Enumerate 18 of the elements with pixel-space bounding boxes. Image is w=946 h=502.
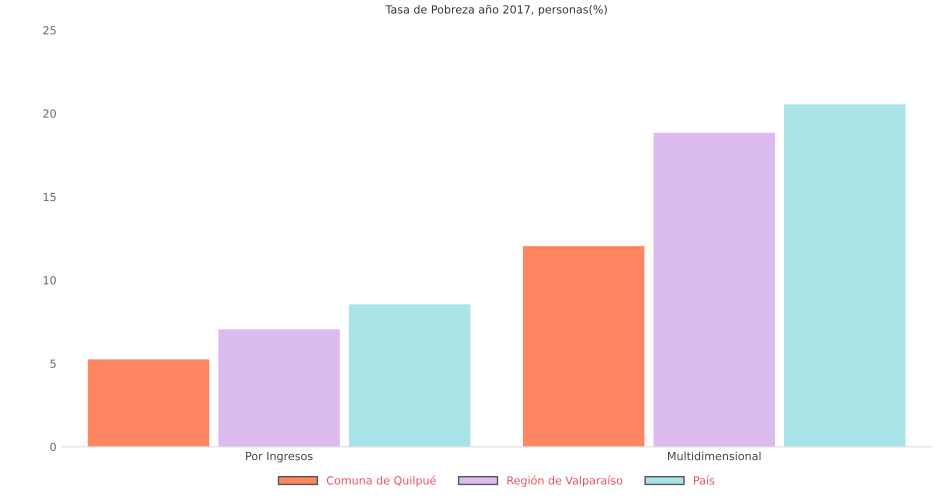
chart-title: Tasa de Pobreza año 2017, personas(%) bbox=[386, 4, 607, 16]
y-tick-label: 20 bbox=[43, 109, 56, 118]
y-tick-label: 0 bbox=[50, 442, 56, 452]
bar bbox=[218, 329, 340, 447]
bar bbox=[653, 132, 775, 447]
y-tick-label: 25 bbox=[43, 26, 56, 34]
legend-label: Comuna de Quilpué bbox=[326, 476, 436, 487]
bar bbox=[88, 359, 210, 447]
x-tick-label: Por Ingresos bbox=[246, 452, 313, 462]
y-tick-label: 5 bbox=[50, 360, 56, 368]
y-tick-label: 10 bbox=[44, 276, 56, 284]
bar bbox=[522, 246, 644, 447]
legend-label: País bbox=[694, 476, 714, 485]
legend-label: Región de Valparaíso bbox=[507, 476, 622, 487]
bar bbox=[784, 104, 906, 447]
y-tick-label: 15 bbox=[44, 192, 56, 202]
x-tick-label: Multidimensional bbox=[668, 452, 760, 460]
bar bbox=[348, 304, 470, 447]
